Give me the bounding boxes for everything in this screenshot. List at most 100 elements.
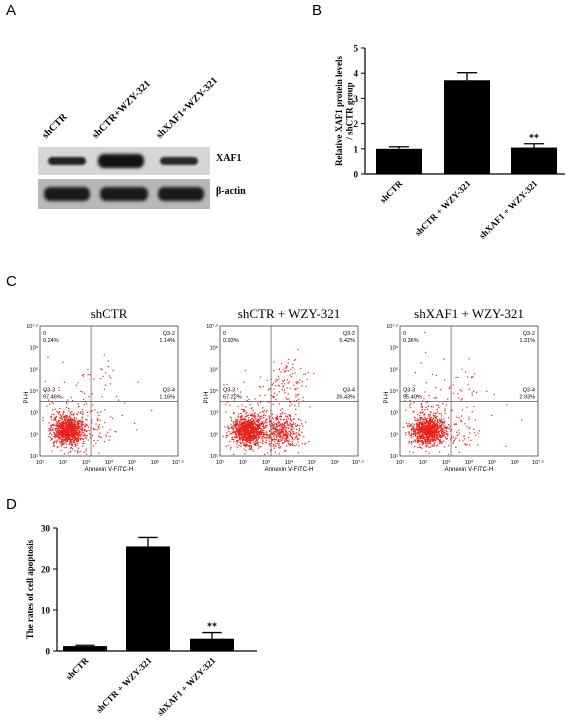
event-dot: [430, 421, 432, 423]
event-dot: [428, 437, 430, 439]
event-dot: [420, 438, 422, 440]
event-dot: [51, 401, 53, 403]
event-dot: [76, 431, 78, 433]
event-dot: [296, 439, 299, 441]
event-dot: [443, 427, 445, 429]
event-dot: [84, 433, 86, 435]
event-dot: [423, 398, 425, 400]
x-tick-label: shCTR + WZY-321: [94, 655, 154, 715]
event-dot: [261, 415, 263, 418]
event-dot: [236, 421, 238, 423]
event-dot: [259, 422, 261, 424]
event-dot: [49, 430, 51, 432]
event-dot: [451, 409, 453, 411]
significance-label: **: [529, 133, 539, 144]
event-dot: [427, 429, 429, 431]
event-dot: [56, 430, 58, 432]
event-dot: [264, 425, 266, 427]
event-dot: [72, 448, 74, 450]
event-dot: [51, 424, 53, 426]
event-dot: [227, 434, 229, 437]
event-dot: [273, 370, 275, 372]
event-dot: [420, 440, 422, 442]
event-dot: [86, 403, 88, 405]
event-dot: [98, 452, 100, 454]
event-dot: [428, 414, 430, 416]
event-dot: [438, 436, 440, 438]
event-dot: [410, 435, 412, 437]
event-dot: [421, 428, 423, 430]
event-dot: [63, 415, 65, 418]
event-dot: [289, 401, 291, 403]
event-dot: [76, 428, 78, 430]
event-dot: [287, 434, 289, 436]
event-dot: [250, 447, 252, 449]
event-dot: [105, 434, 107, 436]
event-dot: [256, 421, 258, 423]
event-dot: [289, 405, 291, 407]
event-dot: [278, 423, 280, 425]
y-tick-label: 10¹: [210, 454, 218, 460]
event-dot: [460, 399, 462, 401]
event-dot: [66, 426, 68, 428]
event-dot: [65, 423, 67, 425]
event-dot: [410, 429, 412, 431]
event-dot: [256, 440, 258, 442]
event-dot: [292, 363, 294, 365]
event-dot: [436, 445, 438, 447]
event-dot: [440, 429, 442, 431]
event-dot: [254, 426, 256, 428]
event-dot: [68, 418, 70, 420]
event-dot: [432, 431, 434, 433]
event-dot: [411, 434, 413, 436]
event-dot: [279, 447, 281, 449]
event-dot: [244, 444, 246, 446]
event-dot: [77, 382, 79, 384]
event-dot: [254, 413, 256, 415]
event-dot: [61, 427, 63, 429]
event-dot: [283, 379, 286, 381]
event-dot: [440, 432, 443, 434]
event-dot: [233, 432, 235, 434]
event-dot: [81, 424, 83, 426]
event-dot: [70, 421, 72, 423]
event-dot: [449, 430, 451, 432]
event-dot: [272, 382, 274, 384]
event-dot: [57, 446, 59, 448]
event-dot: [77, 447, 79, 449]
event-dot: [443, 434, 446, 436]
event-dot: [64, 435, 66, 438]
event-dot: [244, 439, 246, 442]
event-dot: [249, 423, 251, 425]
event-dot: [273, 421, 275, 423]
event-dot: [437, 427, 439, 429]
event-dot: [433, 439, 435, 441]
event-dot: [443, 446, 446, 448]
event-dot: [243, 444, 245, 446]
event-dot: [272, 424, 274, 426]
event-dot: [257, 441, 260, 443]
event-dot: [250, 442, 252, 445]
event-dot: [255, 429, 257, 432]
x-tick-label: 10³: [442, 460, 450, 466]
event-dot: [259, 395, 261, 397]
event-dot: [246, 433, 249, 435]
event-dot: [486, 390, 488, 393]
event-dot: [261, 435, 263, 438]
event-dot: [449, 386, 451, 388]
event-dot: [56, 435, 59, 437]
event-dot: [425, 431, 427, 433]
event-dot: [227, 425, 229, 427]
event-dot: [418, 439, 420, 441]
event-dot: [415, 433, 417, 436]
event-dot: [431, 424, 433, 426]
event-dot: [75, 384, 77, 386]
event-dot: [413, 433, 415, 435]
event-dot: [467, 384, 469, 386]
event-dot: [265, 442, 267, 444]
event-dot: [228, 427, 230, 429]
event-dot: [239, 439, 242, 441]
event-dot: [75, 431, 77, 433]
event-dot: [77, 420, 79, 422]
event-dot: [284, 450, 287, 452]
